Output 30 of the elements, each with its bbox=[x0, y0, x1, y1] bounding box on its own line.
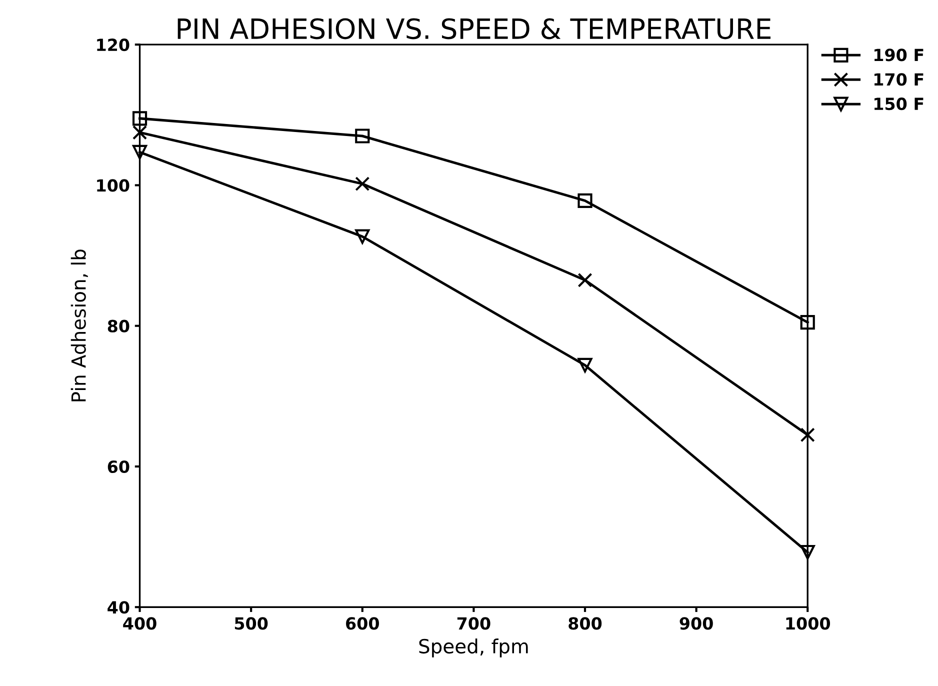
x-tick-label: 500 bbox=[234, 617, 268, 630]
point bbox=[132, 125, 148, 140]
point bbox=[800, 315, 815, 330]
point bbox=[800, 428, 815, 442]
x-tick-label: 1000 bbox=[786, 617, 830, 630]
legend-label: 170 F bbox=[874, 73, 924, 86]
y-tick-label: 100 bbox=[97, 179, 130, 192]
x-tick-label: 700 bbox=[457, 617, 490, 630]
point bbox=[355, 128, 370, 144]
point bbox=[355, 176, 370, 192]
point bbox=[132, 111, 148, 126]
point bbox=[578, 358, 592, 373]
chart-title: PIN ADHESION VS. SPEED & TEMPERATURE bbox=[178, 18, 770, 40]
x-tick-label: 400 bbox=[123, 617, 156, 630]
x-tick-label: 900 bbox=[680, 617, 713, 630]
point bbox=[132, 144, 148, 160]
y-tick-label: 40 bbox=[108, 601, 130, 614]
point bbox=[800, 544, 815, 560]
legend-label: 190 F bbox=[874, 48, 924, 62]
y-tick-label: 80 bbox=[108, 320, 130, 332]
x-tick-label: 800 bbox=[568, 617, 602, 630]
y-axis-title: Pin Adhesion, lb bbox=[70, 250, 88, 402]
y-tick-label: 120 bbox=[97, 38, 130, 52]
y-tick-label: 60 bbox=[108, 460, 130, 474]
x-axis-title: Speed, fpm bbox=[419, 638, 528, 658]
legend-label: 150 F bbox=[874, 98, 924, 110]
x-tick-label: 600 bbox=[346, 617, 379, 630]
point bbox=[578, 272, 592, 288]
point bbox=[578, 193, 592, 208]
point bbox=[355, 229, 370, 244]
